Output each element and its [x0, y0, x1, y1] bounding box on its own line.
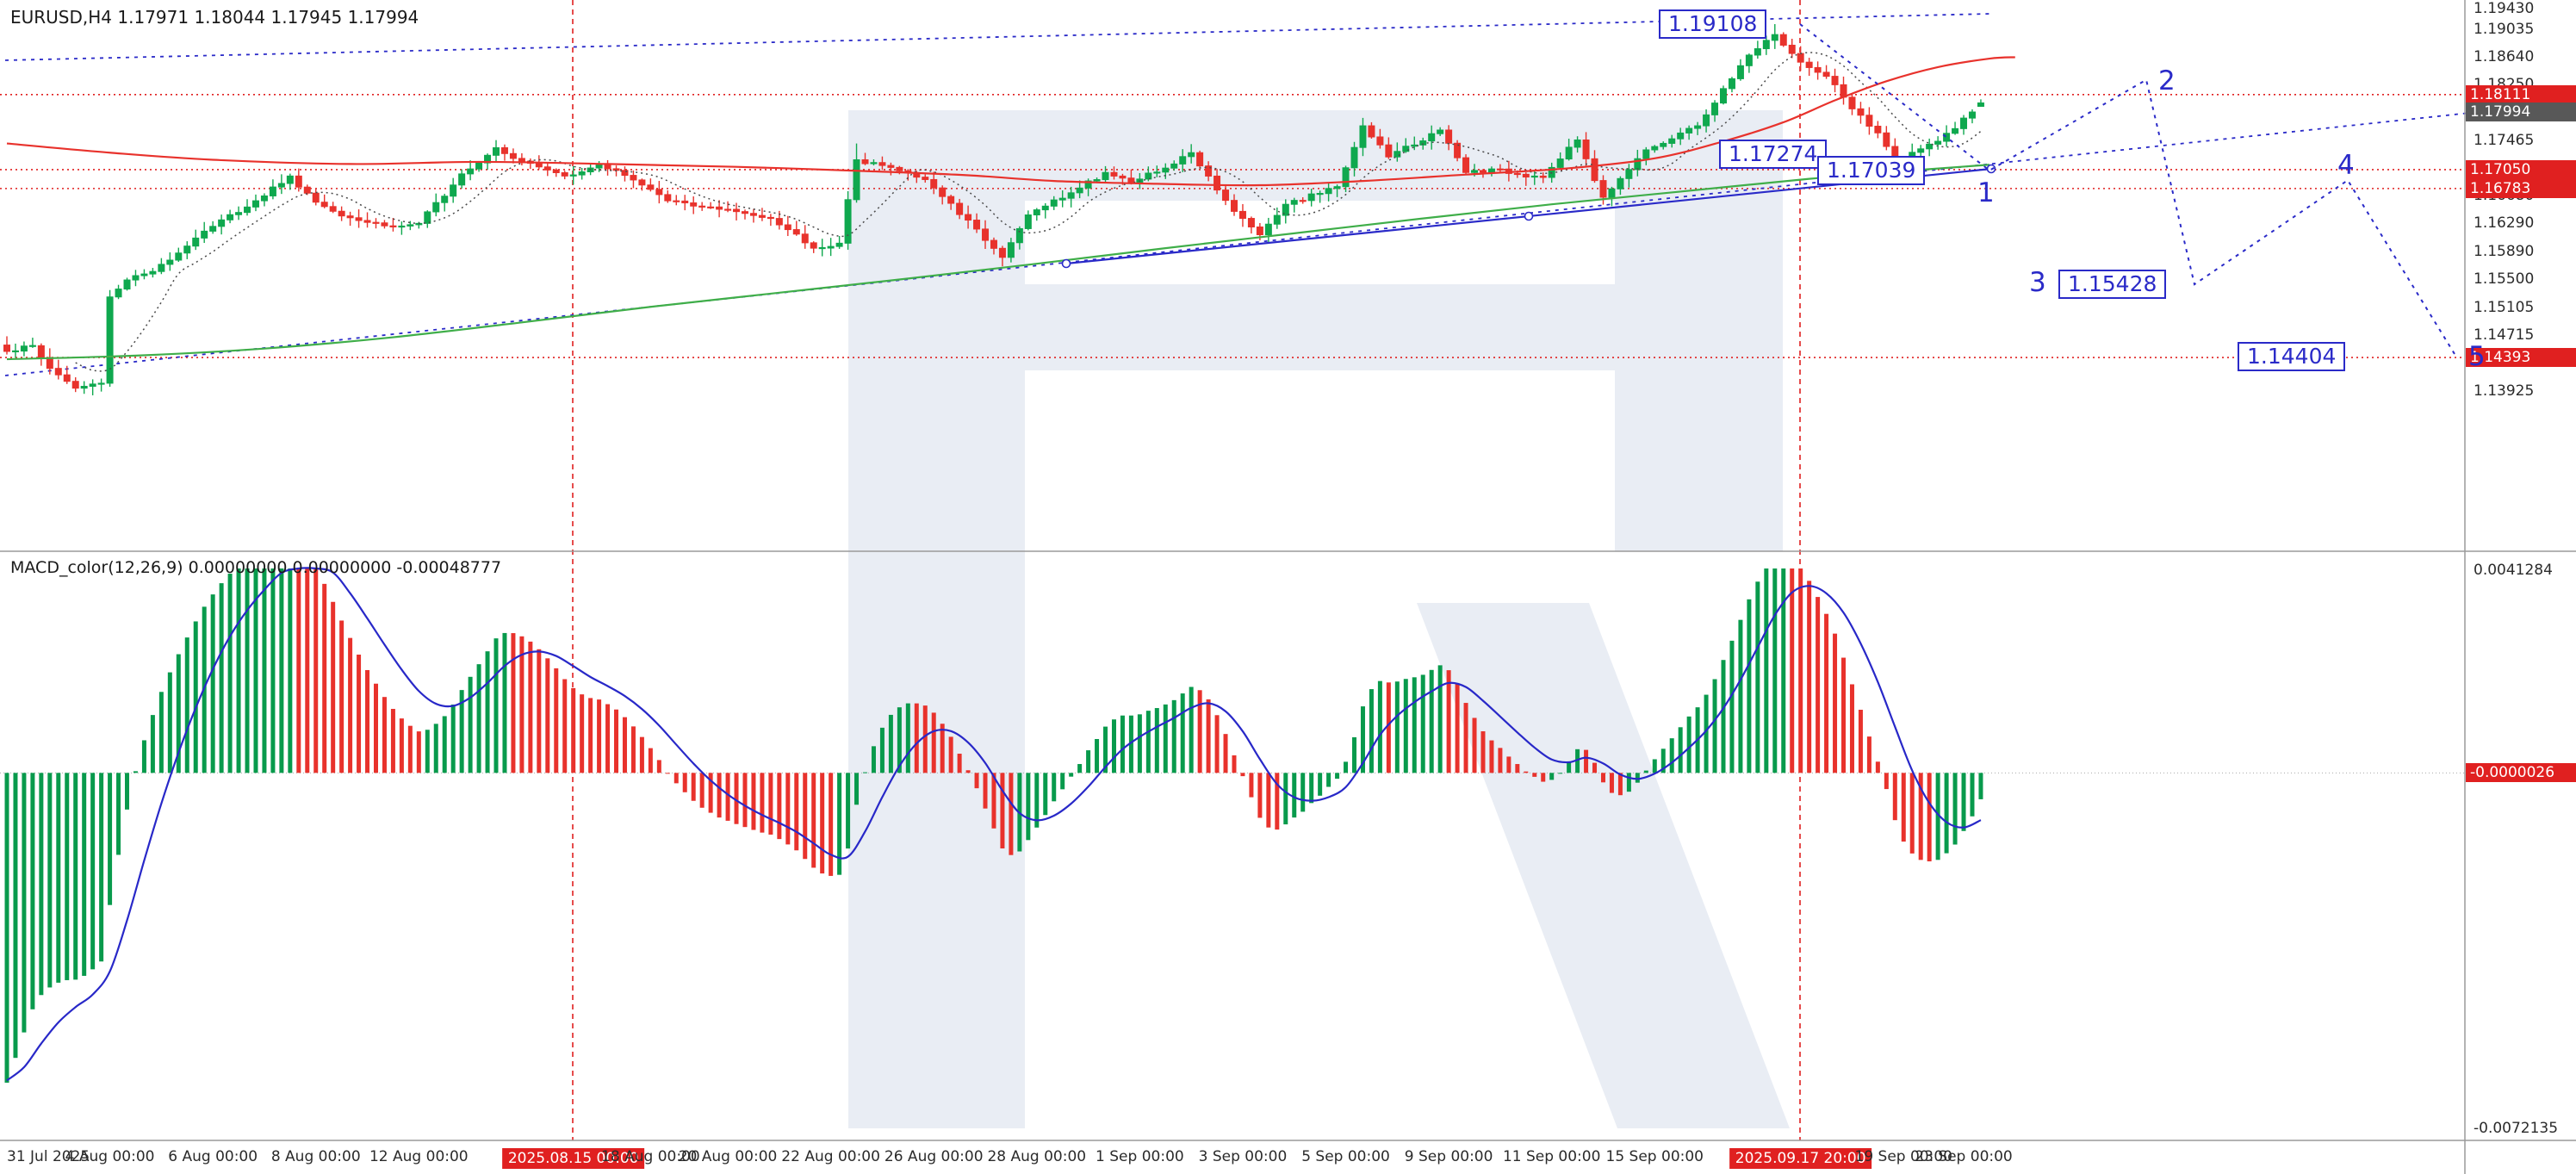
price-badge-red: 1.16783 — [2466, 178, 2576, 198]
macd-histogram — [4, 568, 1983, 1083]
time-axis-highlight-label: 2025.08.15 00:00 — [501, 1148, 645, 1169]
price-axis-label: 1.17465 — [2474, 131, 2535, 149]
dotted-trendline[interactable] — [4, 101, 2576, 376]
macd-current-badge: -0.0000026 — [2466, 763, 2576, 783]
price-axis-label: 1.19035 — [2474, 20, 2535, 38]
time-axis-label: 6 Aug 00:00 — [168, 1148, 258, 1165]
time-axis-label: 12 Aug 00:00 — [369, 1148, 469, 1165]
macd-axis-label: -0.0072135 — [2474, 1120, 2559, 1137]
broker-logo-watermark — [1025, 284, 1783, 370]
wave-number-label[interactable]: 3 — [2029, 267, 2046, 298]
price-badge-red: 1.14393 — [2466, 348, 2576, 368]
time-axis-label: 28 Aug 00:00 — [987, 1148, 1087, 1165]
broker-logo-watermark — [848, 110, 1025, 1128]
price-axis-label: 1.13925 — [2474, 382, 2535, 400]
price-axis-label: 1.15890 — [2474, 243, 2535, 261]
candlestick-series — [3, 24, 1984, 395]
time-axis-label: 18 Aug 00:00 — [601, 1148, 700, 1165]
price-axis-label: 1.15105 — [2474, 298, 2535, 316]
time-axis-label: 31 Jul 2025 — [7, 1148, 90, 1165]
fast-ma-dotted-line[interactable] — [75, 52, 1982, 372]
ma-red-line[interactable] — [6, 56, 2015, 187]
time-axis-label: 20 Aug 00:00 — [678, 1148, 778, 1165]
broker-logo-watermark — [1615, 110, 1783, 551]
price-badge-red: 1.18111 — [2466, 84, 2576, 104]
wave-projection-line[interactable] — [1799, 23, 2457, 357]
time-axis-label: 22 Aug 00:00 — [781, 1148, 880, 1165]
price-axis-label: 1.15500 — [2474, 270, 2535, 289]
macd-signal-line — [6, 567, 1982, 1082]
wave-number-label[interactable]: 4 — [2337, 150, 2355, 181]
price-badge-red: 1.17050 — [2466, 159, 2576, 179]
macd-indicator-title: MACD_color(12,26,9) 0.00000000 0.0000000… — [10, 558, 502, 577]
time-axis-label: 4 Aug 00:00 — [65, 1148, 155, 1165]
price-callout-label[interactable]: 1.15428 — [2058, 270, 2167, 300]
ma-green-line[interactable] — [6, 164, 1990, 361]
broker-logo-watermark — [1417, 603, 1790, 1128]
time-axis-label: 26 Aug 00:00 — [884, 1148, 984, 1165]
time-axis-highlight-label: 2025.09.17 20:00 — [1729, 1148, 1872, 1169]
time-axis-label: 9 Sep 00:00 — [1404, 1148, 1493, 1165]
price-callout-label[interactable]: 1.17039 — [1817, 155, 1926, 185]
price-callout-label[interactable]: 1.17274 — [1719, 139, 1828, 169]
trendline-handle[interactable] — [1524, 211, 1534, 221]
price-badge-bid: 1.17994 — [2466, 102, 2576, 122]
price-callout-label[interactable]: 1.14404 — [2238, 342, 2346, 372]
price-axis-label: 1.18640 — [2474, 48, 2535, 66]
price-axis-label: 1.16290 — [2474, 214, 2535, 233]
macd-axis-label: 0.0041284 — [2474, 562, 2553, 579]
time-axis-label: 8 Aug 00:00 — [270, 1148, 361, 1165]
time-axis-label: 19 Sep 00:00 — [1854, 1148, 1952, 1165]
time-axis-label: 5 Sep 00:00 — [1301, 1148, 1390, 1165]
price-axis-label: 1.19430 — [2474, 0, 2535, 17]
time-axis-label: 3 Sep 00:00 — [1198, 1148, 1288, 1165]
time-axis-label: 23 Sep 00:00 — [1915, 1148, 2013, 1165]
time-axis-label: 11 Sep 00:00 — [1502, 1148, 1601, 1165]
wave-number-label[interactable]: 2 — [2158, 65, 2176, 96]
trendline-handle[interactable] — [1061, 258, 1071, 269]
price-axis-label: 1.14715 — [2474, 326, 2535, 344]
time-axis-label: 1 Sep 00:00 — [1096, 1148, 1184, 1165]
wave-number-label[interactable]: 1 — [1977, 177, 1995, 208]
wave-number-label[interactable]: 5 — [2468, 341, 2486, 372]
price-callout-label[interactable]: 1.19108 — [1659, 9, 1767, 39]
time-axis-label: 15 Sep 00:00 — [1605, 1148, 1704, 1165]
chart-title: EURUSD,H4 1.17971 1.18044 1.17945 1.1799… — [10, 7, 419, 28]
